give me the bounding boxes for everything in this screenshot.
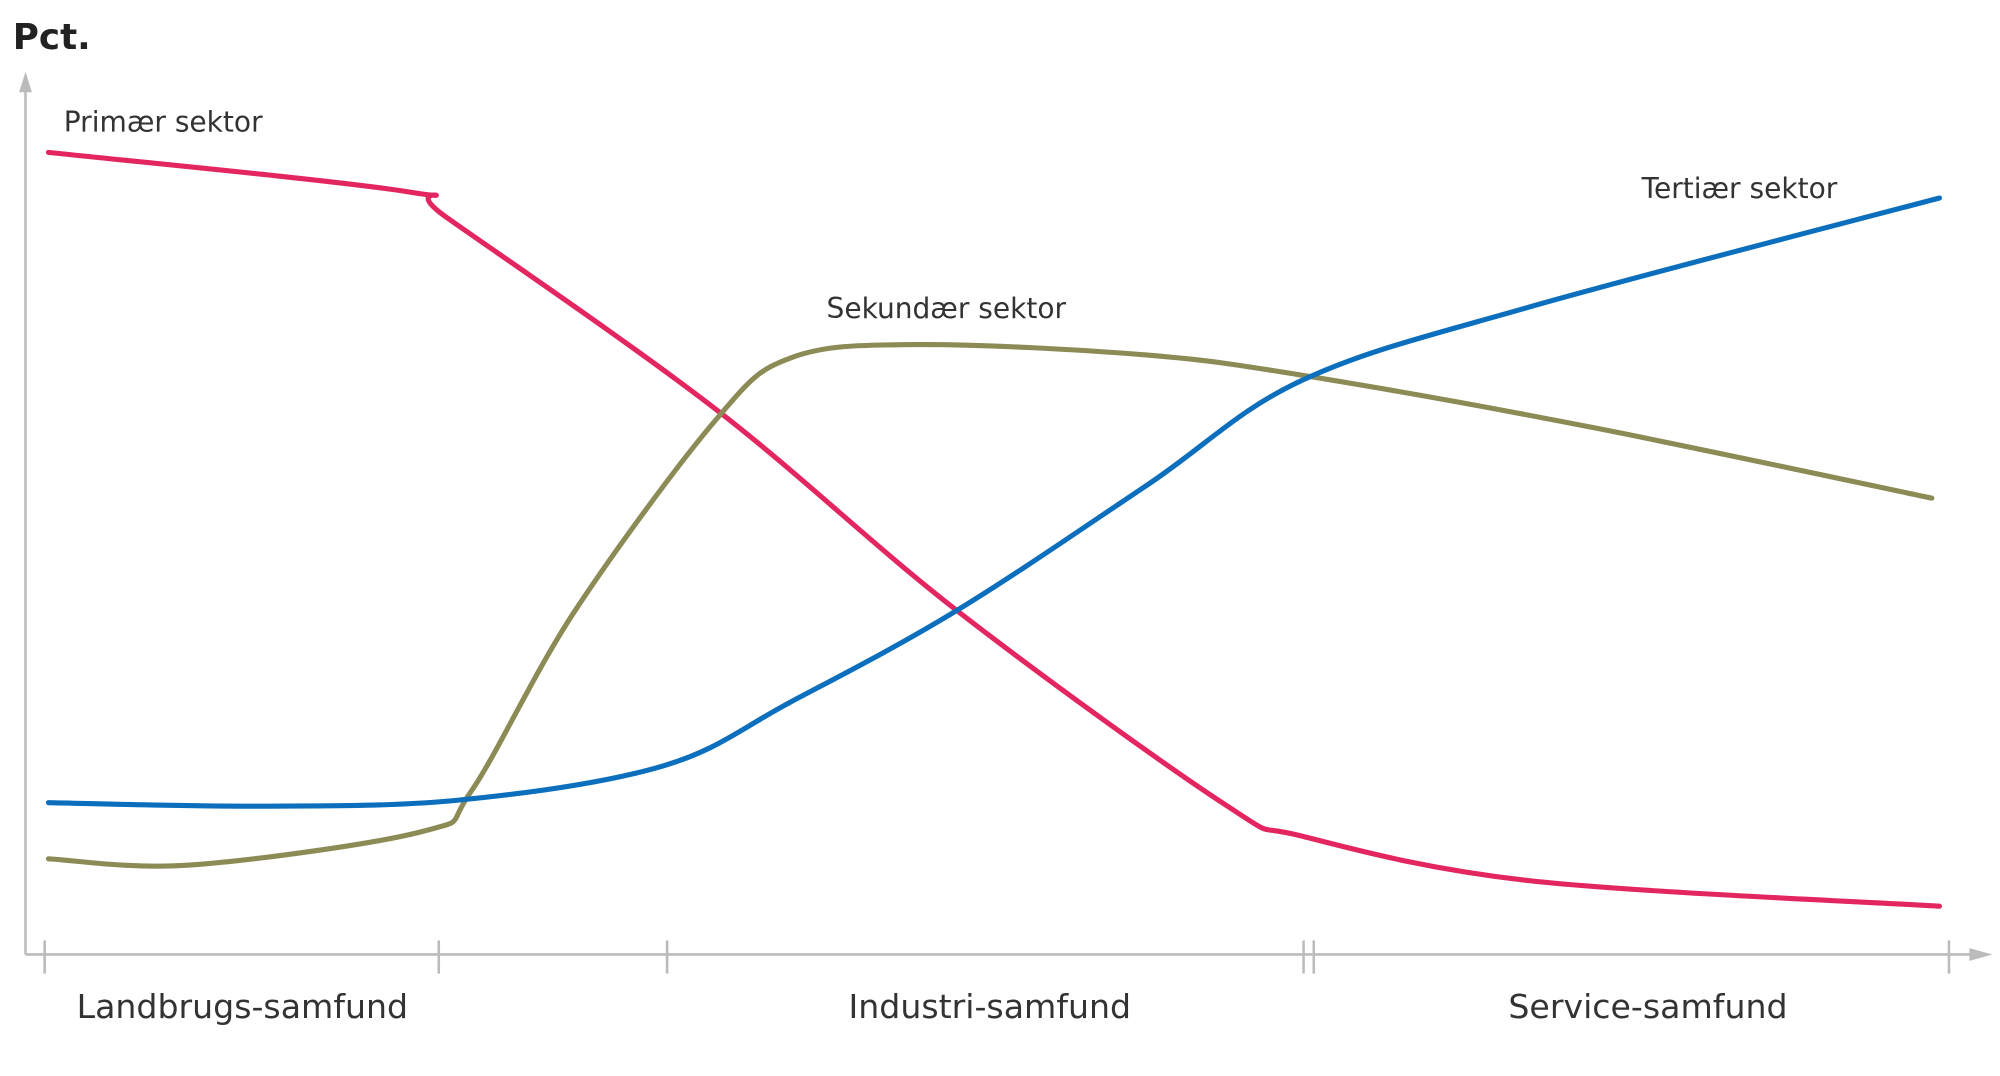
y-axis — [19, 71, 32, 955]
y-axis-arrow-icon — [19, 71, 32, 93]
category-label-service: Service-samfund — [1508, 987, 1787, 1026]
category-label-landbrug: Landbrugs-samfund — [77, 987, 408, 1026]
series-line-2 — [45, 195, 1943, 809]
series-label-tertiaer: Tertiær sektor — [1641, 172, 1838, 205]
x-axis — [25, 940, 1993, 974]
category-label-industri: Industri-samfund — [849, 987, 1132, 1026]
series-label-primaer: Primær sektor — [64, 106, 263, 139]
y-axis-title: Pct. — [13, 17, 91, 58]
series-line-0 — [45, 149, 1943, 909]
series-label-sekundaer: Sekundær sektor — [827, 292, 1067, 325]
series-line-1 — [45, 341, 1935, 869]
x-axis-arrow-icon — [1969, 948, 1993, 961]
